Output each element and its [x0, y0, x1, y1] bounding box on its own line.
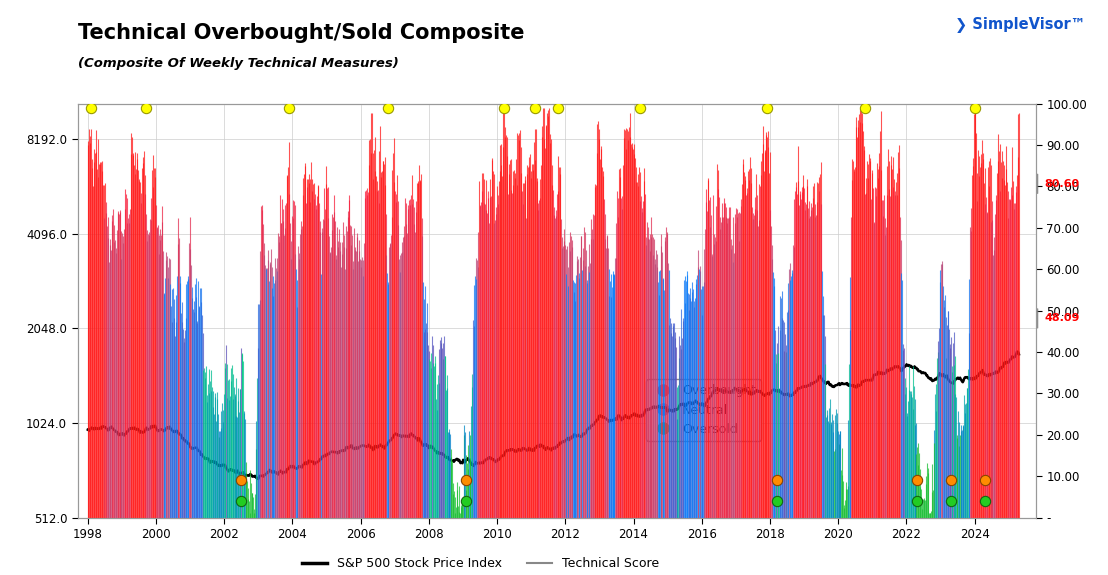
- Point: [976, 476, 994, 485]
- Point: [233, 496, 250, 505]
- Point: [233, 476, 250, 485]
- Text: ❯ SimpleVisor™: ❯ SimpleVisor™: [955, 17, 1086, 33]
- Point: [550, 103, 567, 112]
- Legend: S&P 500 Stock Price Index, Technical Score: S&P 500 Stock Price Index, Technical Sco…: [297, 553, 664, 575]
- Point: [137, 103, 155, 112]
- Point: [942, 496, 960, 505]
- Point: [632, 103, 649, 112]
- Text: Technical Overbought/Sold Composite: Technical Overbought/Sold Composite: [78, 23, 524, 43]
- Point: [525, 103, 543, 112]
- Point: [907, 476, 925, 485]
- Point: [458, 496, 475, 505]
- Text: (Composite Of Weekly Technical Measures): (Composite Of Weekly Technical Measures): [78, 58, 398, 71]
- Point: [966, 103, 984, 112]
- Point: [768, 496, 786, 505]
- Point: [768, 476, 786, 485]
- Text: 48.09: 48.09: [1045, 313, 1080, 323]
- Point: [495, 103, 513, 112]
- Point: [907, 496, 925, 505]
- Point: [458, 476, 475, 485]
- Point: [942, 476, 960, 485]
- Point: [976, 496, 994, 505]
- Point: [856, 103, 874, 112]
- Point: [379, 103, 397, 112]
- Point: [82, 103, 100, 112]
- Point: [758, 103, 776, 112]
- Point: [280, 103, 298, 112]
- Text: 80.60: 80.60: [1045, 179, 1079, 189]
